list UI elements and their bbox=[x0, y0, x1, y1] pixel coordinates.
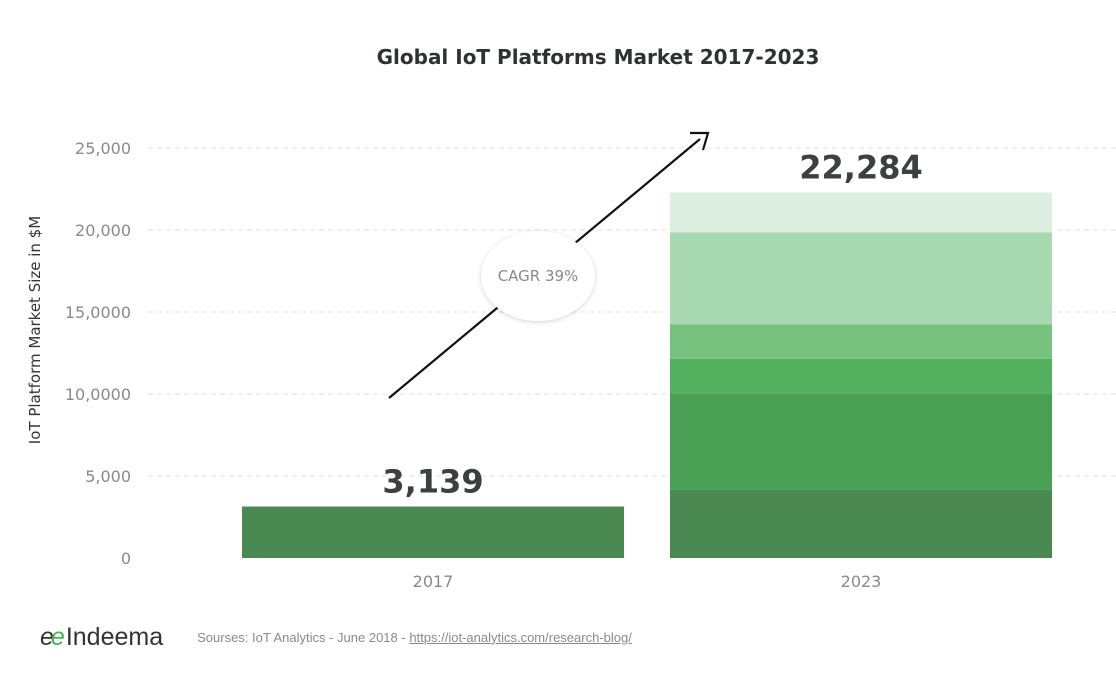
bar-segment-2023-3 bbox=[670, 324, 1052, 359]
y-tick-label: 25,000 bbox=[75, 139, 131, 158]
logo-text: Indeema bbox=[65, 622, 164, 651]
bar-total-label: 22,284 bbox=[799, 149, 922, 187]
y-tick-label: 5,000 bbox=[85, 467, 131, 486]
cagr-label: CAGR 39% bbox=[498, 267, 579, 285]
source-link[interactable]: https://iot-analytics.com/research-blog/ bbox=[409, 629, 632, 645]
bar-segment-2023-0 bbox=[670, 489, 1052, 558]
cagr-bubble bbox=[481, 231, 595, 321]
y-tick-label: 10,0000 bbox=[65, 385, 131, 404]
bar-segment-2023-1 bbox=[670, 393, 1052, 490]
x-tick-label: 2023 bbox=[841, 572, 882, 591]
y-tick-label: 15,0000 bbox=[65, 303, 131, 322]
bar-segment-2023-4 bbox=[670, 232, 1052, 325]
source-note: Sourses: IoT Analytics - June 2018 - htt… bbox=[197, 630, 632, 645]
x-tick-label: 2017 bbox=[413, 572, 454, 591]
bar-segment-2023-5 bbox=[670, 192, 1052, 233]
bar-total-label: 3,139 bbox=[382, 463, 483, 501]
bar-segment-2023-2 bbox=[670, 358, 1052, 394]
source-text: Sourses: IoT Analytics - June 2018 - bbox=[197, 629, 410, 645]
bar-segment-2017-0 bbox=[242, 506, 624, 558]
logo-mark-icon: ee bbox=[40, 622, 65, 651]
y-tick-label: 0 bbox=[121, 549, 131, 568]
footer: ee Indeema Sourses: IoT Analytics - June… bbox=[40, 620, 632, 654]
y-axis-label: IoT Platform Market Size in $M bbox=[26, 216, 44, 444]
y-tick-label: 20,000 bbox=[75, 221, 131, 240]
chart-title: Global IoT Platforms Market 2017-2023 bbox=[377, 45, 820, 69]
indeema-logo: ee Indeema bbox=[40, 623, 163, 652]
